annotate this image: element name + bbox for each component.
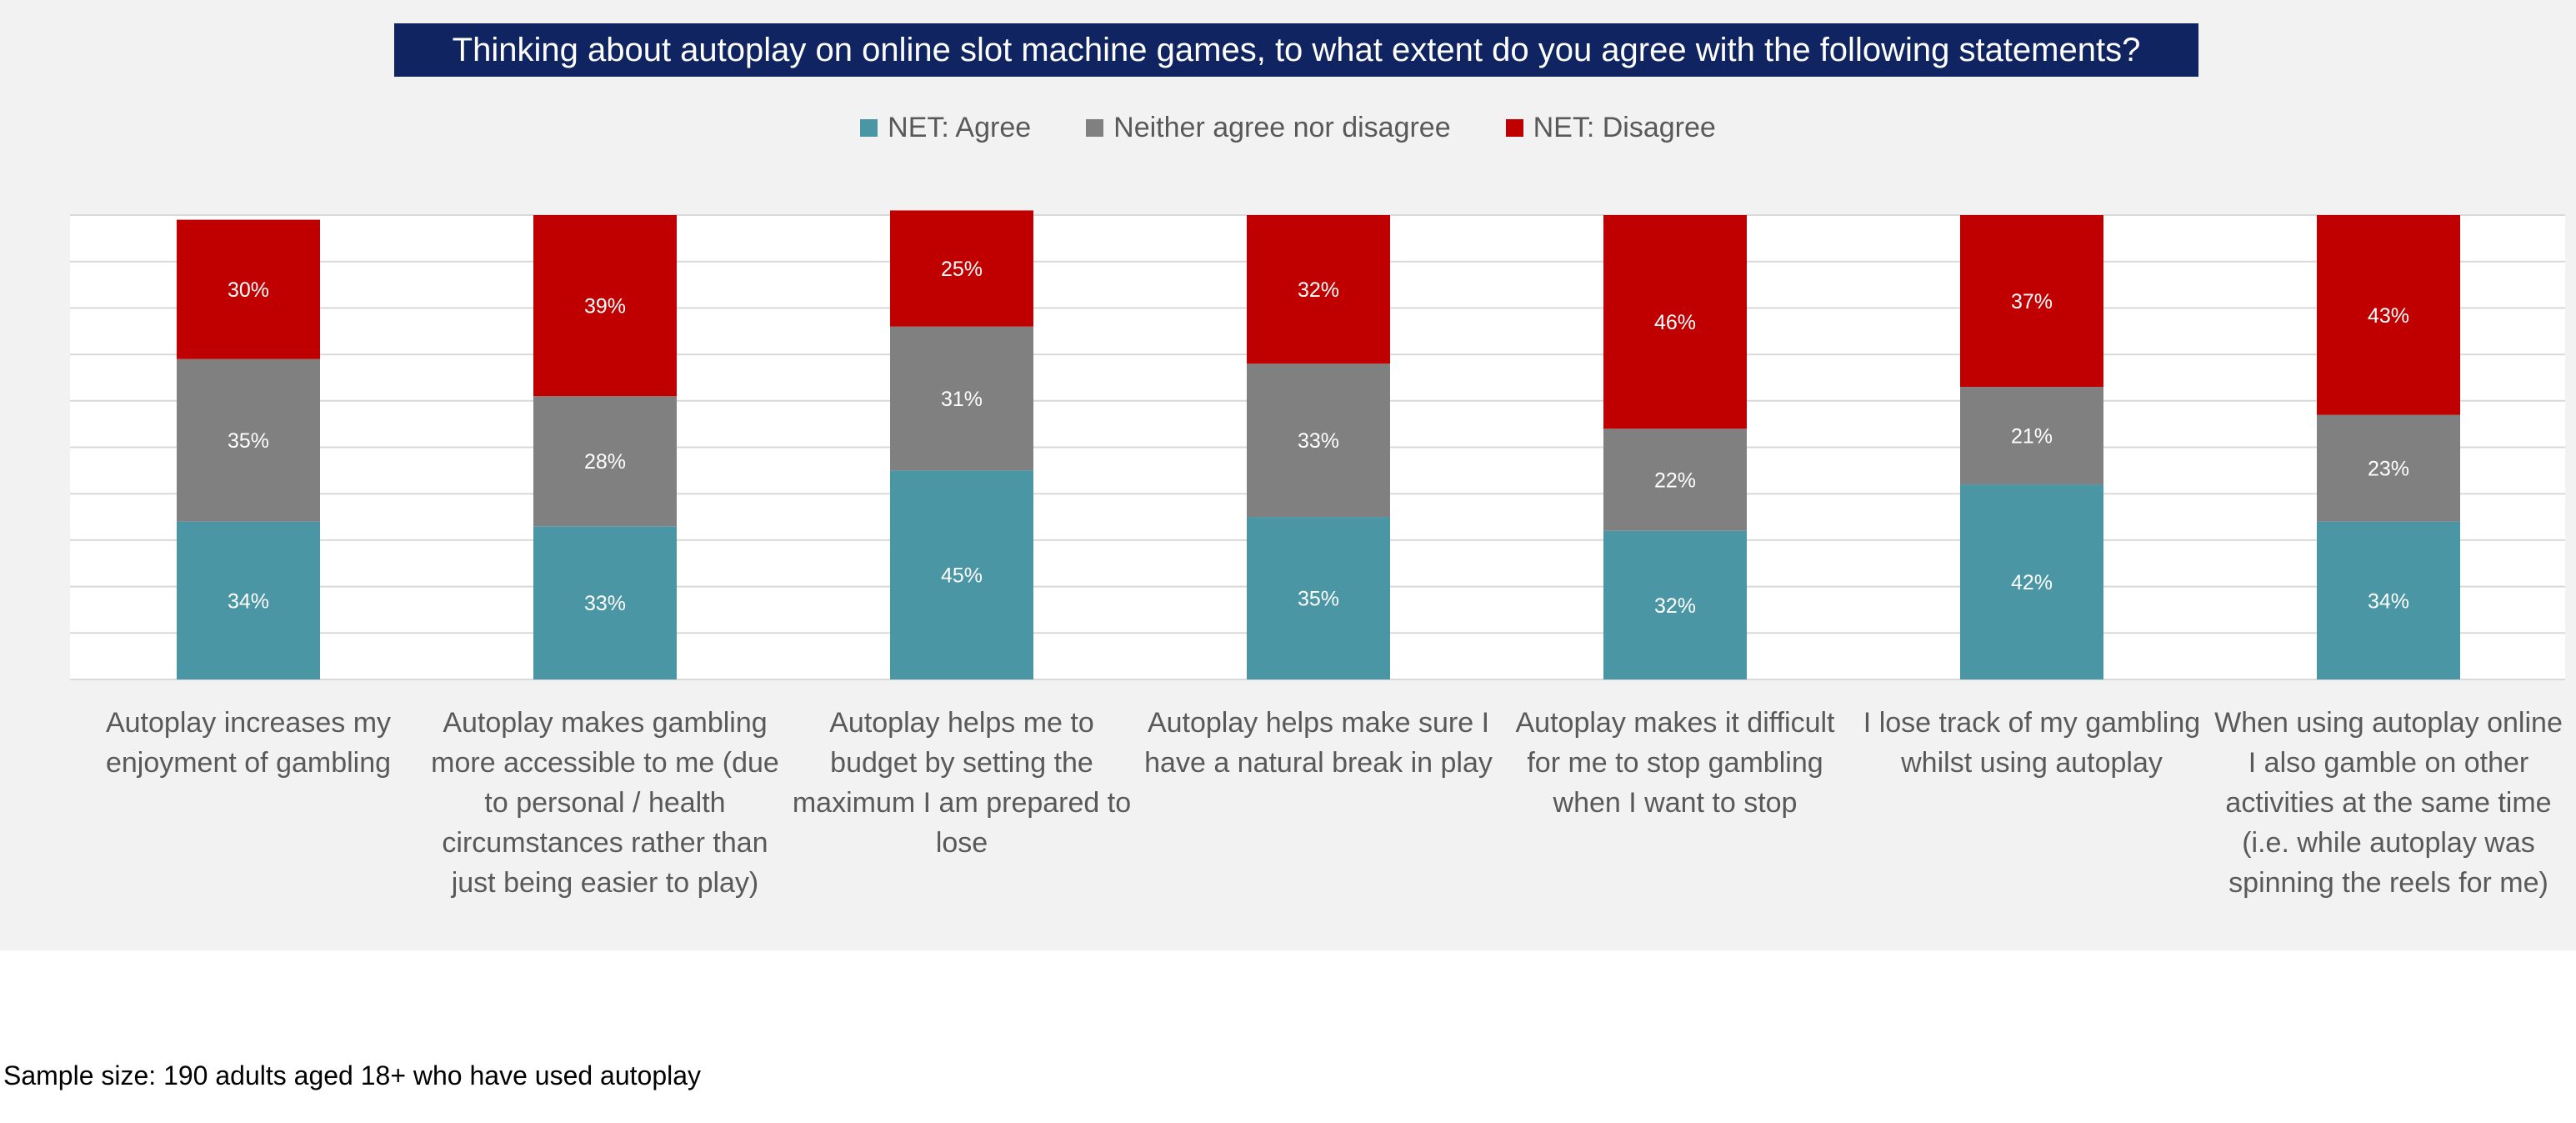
- bar-segment-3-5: [1603, 215, 1747, 429]
- category-label-4: Autoplay helps make sure I have a natura…: [1144, 707, 1493, 779]
- chart-title: Thinking about autoplay on online slot m…: [394, 23, 2198, 77]
- data-label-1-5: 32%: [1654, 594, 1696, 618]
- data-label-2-6: 21%: [2011, 425, 2053, 449]
- legend-label: NET: Agree: [888, 112, 1032, 143]
- bar-segment-1-6: [1960, 484, 2103, 679]
- data-label-1-1: 34%: [228, 589, 269, 613]
- data-label-3-3: 25%: [941, 258, 983, 281]
- data-label-3-2: 39%: [584, 295, 626, 318]
- category-label-3: Autoplay helps me to budget by setting t…: [792, 707, 1132, 859]
- legend-label: Neither agree nor disagree: [1113, 112, 1451, 143]
- data-label-3-7: 43%: [2368, 304, 2409, 328]
- legend-swatch: [1505, 119, 1523, 137]
- category-label-7: When using autoplay online I also gamble…: [2214, 707, 2563, 899]
- bar-segment-3-2: [533, 215, 677, 397]
- bar-segment-2-3: [890, 326, 1033, 471]
- legend-item-2: Neither agree nor disagree: [1086, 112, 1451, 144]
- bar-segment-3-3: [890, 210, 1033, 327]
- data-label-1-7: 34%: [2368, 589, 2409, 613]
- data-label-1-4: 35%: [1298, 588, 1339, 611]
- bar-segment-2-1: [177, 358, 320, 522]
- chart-plot: 34% 35% 30% 33% 28% 39% 45% 31% 25% 35% 33% 32% 32% 2…: [70, 210, 2565, 680]
- bar-segment-2-7: [2317, 414, 2460, 522]
- bar-segment-1-7: [2317, 521, 2460, 679]
- legend-item-3: NET: Disagree: [1505, 112, 1716, 144]
- data-label-2-7: 23%: [2368, 458, 2409, 481]
- bar-segment-3-4: [1247, 215, 1390, 364]
- data-label-3-6: 37%: [2011, 290, 2053, 313]
- bar-segment-1-3: [890, 470, 1033, 679]
- legend-item-1: NET: Agree: [860, 112, 1031, 144]
- data-label-2-3: 31%: [941, 388, 983, 411]
- data-label-3-5: 46%: [1654, 311, 1696, 334]
- legend-swatch: [860, 119, 878, 137]
- data-label-1-2: 33%: [584, 592, 626, 615]
- bar-segment-1-1: [177, 521, 320, 679]
- bar-segment-3-7: [2317, 215, 2460, 415]
- category-label-1: Autoplay increases my enjoyment of gambl…: [105, 707, 392, 779]
- bar-segment-1-2: [533, 526, 677, 679]
- data-label-2-5: 22%: [1654, 469, 1696, 492]
- bar-segment-2-6: [1960, 387, 2103, 485]
- data-label-1-6: 42%: [2011, 571, 2053, 594]
- category-label-6: I lose track of my gambling whilst using…: [1863, 707, 2201, 779]
- bar-segment-2-4: [1247, 363, 1390, 518]
- data-label-1-3: 45%: [941, 564, 983, 588]
- bar-segment-1-4: [1247, 517, 1390, 679]
- legend-label: NET: Disagree: [1533, 112, 1716, 143]
- bar-segment-1-5: [1603, 530, 1747, 679]
- data-label-3-1: 30%: [228, 278, 269, 302]
- bar-segment-3-1: [177, 219, 320, 359]
- category-label-5: Autoplay makes it difficult for me to st…: [1515, 707, 1835, 819]
- data-label-2-2: 28%: [584, 450, 626, 474]
- category-label-2: Autoplay makes gambling more accessible …: [431, 707, 779, 899]
- bar-segment-2-2: [533, 396, 677, 527]
- chart-legend: NET: Agree Neither agree nor disagree NET:…: [0, 112, 2576, 144]
- data-label-2-4: 33%: [1298, 429, 1339, 453]
- sample-size-note: Sample size: 190 adults aged 18+ who hav…: [3, 1060, 702, 1090]
- data-label-3-4: 32%: [1298, 278, 1339, 302]
- data-label-2-1: 35%: [228, 429, 269, 453]
- legend-swatch: [1086, 119, 1104, 137]
- bar-segment-2-5: [1603, 429, 1747, 531]
- bar-segment-3-6: [1960, 215, 2103, 388]
